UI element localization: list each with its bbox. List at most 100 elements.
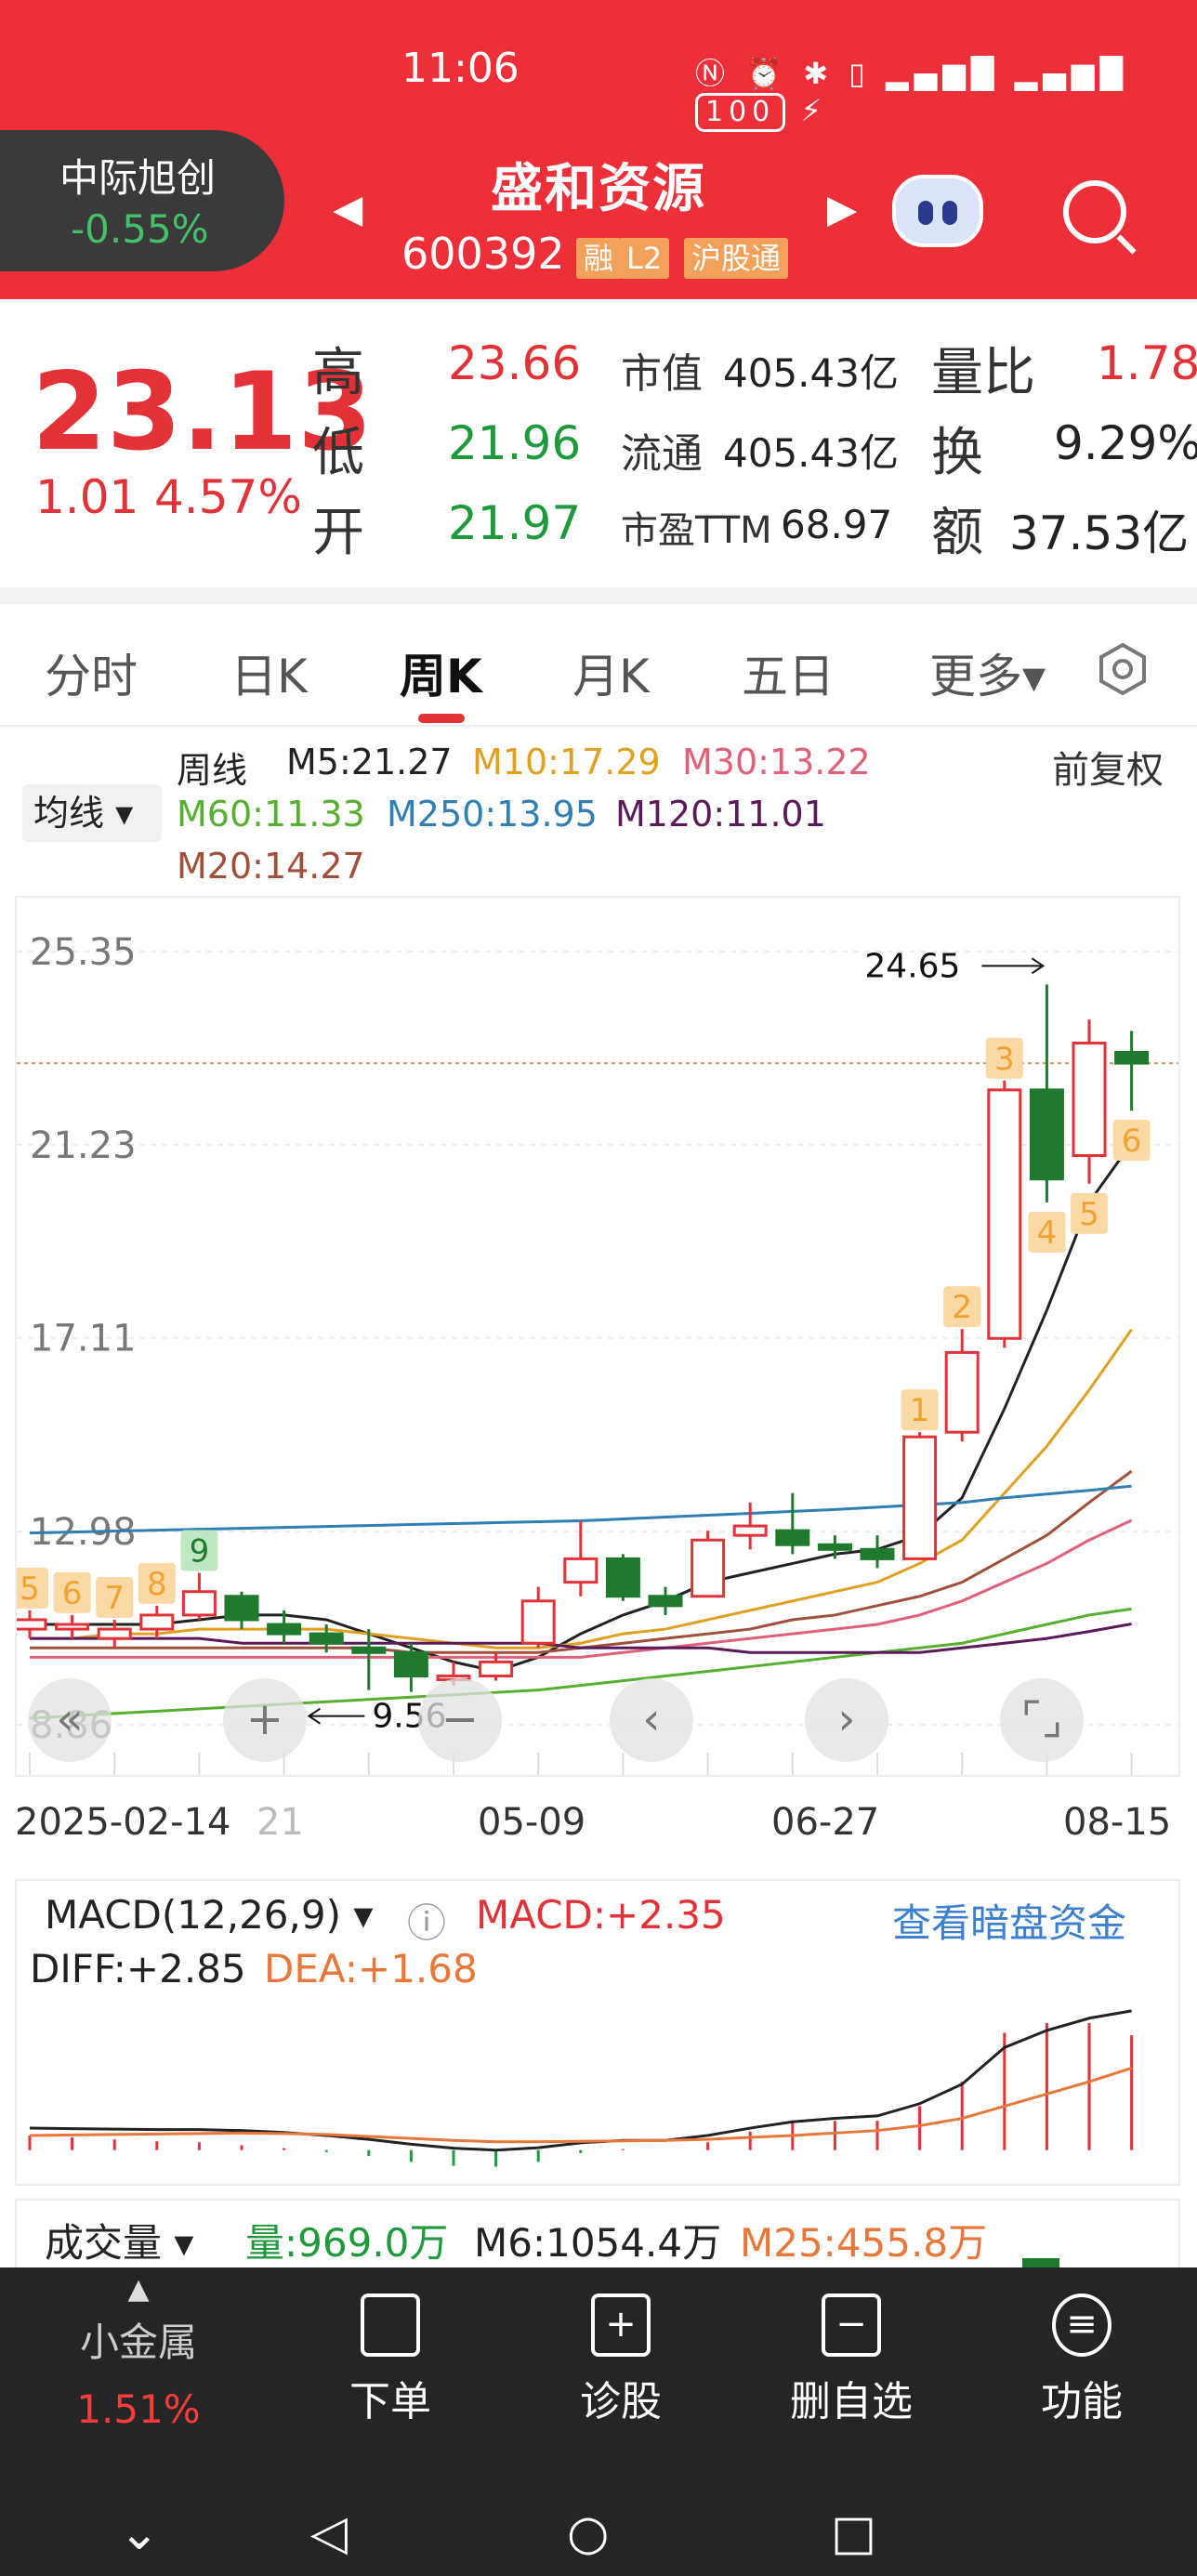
ma-line-m120: [30, 1623, 1132, 1654]
period-tabs: 分时 日K 周K 月K 五日 更多▾: [0, 604, 1197, 727]
candle-body: [1114, 1050, 1150, 1065]
remove-watchlist-button[interactable]: − 删自选: [768, 2293, 935, 2427]
nav-home-icon[interactable]: ○: [567, 2505, 610, 2561]
candle-body: [12, 1618, 47, 1631]
prev-stock-pill[interactable]: 中际旭创 -0.55%: [0, 130, 284, 271]
status-time: 11:06: [401, 45, 520, 92]
ma60-legend: M60:11.33: [177, 794, 365, 835]
pe-label: 市盈TTM: [621, 509, 772, 552]
order-label: 下单: [349, 2378, 431, 2425]
nav-recents-icon[interactable]: □: [831, 2505, 877, 2561]
volume-m25: M25:455.8万: [740, 2220, 988, 2266]
diagnose-button[interactable]: + 诊股: [537, 2293, 704, 2427]
high-value: 23.66: [448, 336, 582, 390]
max-price-label: 24.65: [864, 947, 960, 985]
max-arrow-head: [1031, 957, 1046, 975]
kline-svg: 25.3521.2317.1112.988.865678912345624.65…: [11, 931, 1178, 1775]
scroll-right-icon[interactable]: ›: [805, 1678, 888, 1762]
macd-selector[interactable]: MACD(12,26,9) ▾: [45, 1892, 374, 1938]
battery-icon: 100: [695, 93, 786, 132]
candle-body: [732, 1524, 768, 1537]
scroll-left-icon[interactable]: ‹: [610, 1678, 693, 1762]
candle-body: [605, 1557, 640, 1598]
tag-hk-connect: 沪股通: [684, 238, 789, 279]
tab-more[interactable]: 更多▾: [929, 650, 1046, 703]
zoom-out-icon[interactable]: −: [418, 1678, 502, 1762]
signal-number: 5: [20, 1571, 40, 1608]
ai-assistant-icon[interactable]: [892, 175, 983, 247]
zoom-in-icon[interactable]: +: [223, 1678, 307, 1762]
adjust-mode[interactable]: 前复权: [1052, 749, 1164, 792]
macd-value: MACD:+2.35: [476, 1892, 726, 1938]
tab-intraday[interactable]: 分时: [45, 650, 138, 703]
price-change: 1.01: [35, 470, 139, 524]
ma30-legend: M30:13.22: [682, 742, 871, 782]
x-tick-3: 06-27: [771, 1801, 880, 1844]
help-icon[interactable]: ⓘ: [407, 1900, 447, 1946]
fullscreen-icon[interactable]: ⌜⌟: [1000, 1678, 1084, 1762]
open-label: 开: [312, 503, 364, 563]
high-label: 高: [312, 343, 364, 403]
amount-label: 额: [931, 503, 983, 563]
candle-body: [267, 1623, 302, 1636]
low-value: 21.96: [448, 416, 582, 470]
prev-stock-arrow-icon[interactable]: ◀: [333, 186, 363, 231]
amount-value: 37.53亿: [1009, 506, 1190, 560]
ma-line-m5: [30, 1141, 1133, 1674]
tab-monthly-k[interactable]: 月K: [572, 650, 650, 703]
order-button[interactable]: 下单: [307, 2293, 474, 2427]
float-label: 流通: [621, 430, 703, 478]
mcap-value: 405.43亿: [723, 350, 899, 396]
dark-pool-link[interactable]: 查看暗盘资金: [892, 1900, 1127, 1946]
signal-number: 6: [62, 1575, 83, 1612]
tab-daily-k[interactable]: 日K: [230, 650, 308, 703]
tag-l2: L2: [619, 238, 670, 279]
turnover-label: 换: [931, 423, 983, 483]
candle-body: [691, 1538, 726, 1598]
signal-number: 4: [1037, 1215, 1058, 1252]
ma-selector[interactable]: 均线 ▾: [22, 784, 162, 842]
volume-value: 量:969.0万: [245, 2220, 449, 2266]
candle-body: [902, 1435, 938, 1560]
signal-badge: [1028, 1211, 1066, 1253]
candle-body: [55, 1623, 90, 1631]
alarm-icon: ⏰: [745, 56, 789, 91]
nav-collapse-icon[interactable]: ⌄: [119, 2505, 160, 2561]
functions-button[interactable]: ≡ 功能: [998, 2293, 1165, 2427]
candle-body: [181, 1590, 217, 1617]
candle-body: [139, 1613, 175, 1631]
search-icon[interactable]: [1063, 180, 1126, 243]
nav-back-icon[interactable]: ◁: [310, 2505, 348, 2561]
ma5-legend: M5:21.27: [286, 742, 453, 782]
tab-five-day[interactable]: 五日: [742, 650, 835, 703]
volume-m6: M6:1054.4万: [474, 2220, 722, 2266]
x-tick-4: 08-15: [1063, 1801, 1172, 1844]
tab-weekly-k[interactable]: 周K: [400, 650, 482, 703]
ma250-legend: M250:13.95: [387, 794, 598, 835]
y-tick-label: 21.23: [30, 1124, 137, 1167]
index-name: 小金属: [79, 2320, 197, 2365]
candle-body: [97, 1627, 132, 1640]
kline-chart[interactable]: 25.3521.2317.1112.988.865678912345624.65…: [11, 896, 1180, 1777]
zoom-out-chevrons-icon[interactable]: «: [28, 1678, 112, 1762]
bluetooth-icon: ✱: [803, 56, 835, 91]
macd-panel: MACD(12,26,9) ▾ ⓘ MACD:+2.35 查看暗盘资金 DIFF…: [15, 1879, 1180, 2186]
candle-body: [224, 1595, 259, 1622]
volume-selector[interactable]: 成交量 ▾: [45, 2220, 194, 2266]
signal-badge: [180, 1530, 218, 1571]
min-arrow-head: [307, 1707, 321, 1725]
current-price: 23.13: [32, 349, 373, 475]
ma-line-m250: [29, 1484, 1132, 1535]
ma-line-m30: [30, 1518, 1133, 1659]
settings-hexagon-icon[interactable]: [1095, 641, 1151, 697]
macd-dea-line: [29, 2066, 1133, 2144]
signal-badge: [1071, 1192, 1108, 1234]
macd-svg: [28, 2009, 1134, 2167]
status-icons: Ⓝ ⏰ ✱ ▯ ▂▄▆█ ▂▄▆█ 100 ⚡: [695, 50, 1197, 132]
diff-value: DIFF:+2.85: [30, 1946, 246, 1991]
functions-label: 功能: [1041, 2378, 1123, 2425]
next-stock-arrow-icon[interactable]: ▶: [827, 186, 858, 231]
index-widget[interactable]: ▲ 小金属 1.51%: [41, 2273, 236, 2432]
y-tick-label: 25.35: [30, 931, 137, 974]
pe-value: 68.97: [781, 502, 893, 547]
